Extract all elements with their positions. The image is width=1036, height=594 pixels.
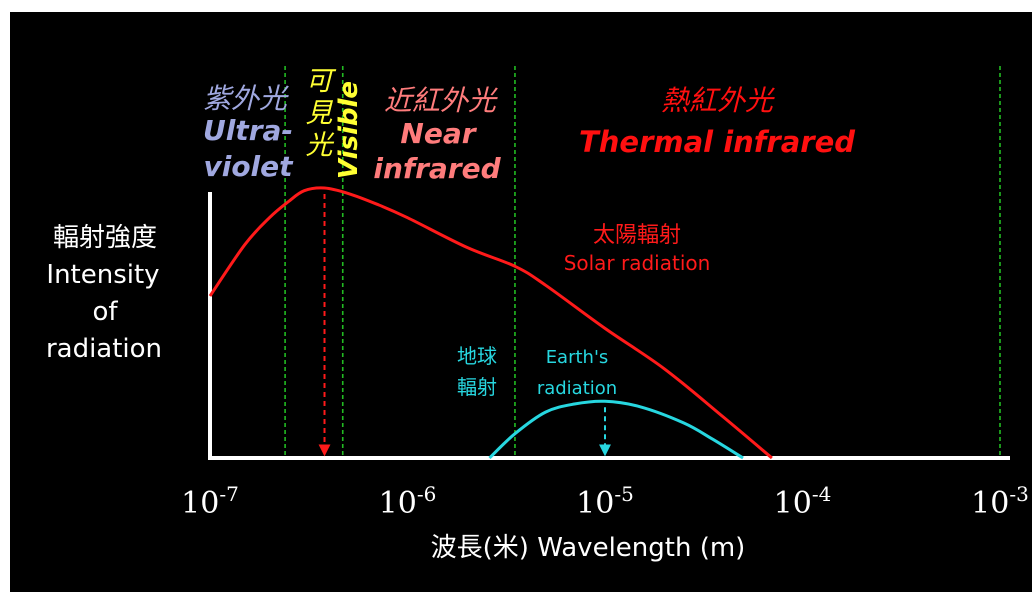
region-label-en: Thermal infrared [579, 125, 855, 159]
y-axis-label: 輻射強度 Intensity of radiation [46, 223, 162, 364]
region-label-en: Ultra- [203, 114, 293, 147]
region-label-en: Near [400, 117, 477, 150]
region-boundary-lines [284, 66, 1001, 458]
series-label-en: radiation [537, 378, 617, 399]
x-tick-label: 10-7 [181, 482, 239, 521]
region-visible: 可見光 Visible [306, 66, 365, 179]
x-tick-label: 10-6 [379, 482, 437, 521]
y-label-line: of [92, 297, 118, 327]
x-tick-label: 10-5 [576, 482, 634, 521]
x-tick-label: 10-4 [774, 482, 832, 521]
x-axis-label: 波長(米) Wavelength (m) [431, 533, 746, 563]
region-label-en: violet [203, 150, 294, 183]
chart-panel [10, 12, 1032, 592]
region-label-zh: 近紅外光 [384, 84, 498, 117]
series-label-en: Earth's [546, 347, 609, 368]
region-ultraviolet: 紫外光 Ultra- violet [203, 82, 294, 183]
y-label-line: 輻射強度 [53, 223, 157, 253]
y-label-line: radiation [46, 334, 162, 364]
series-label-zh: 太陽輻射 [593, 223, 681, 248]
series-label-en: Solar radiation [564, 251, 711, 275]
region-label-zh: 紫外光 [203, 82, 289, 115]
region-label-en: infrared [373, 152, 501, 185]
solar-radiation-label: 太陽輻射 Solar radiation [564, 223, 711, 275]
earth-radiation-label: 地球 輻射 Earth's radiation [457, 344, 617, 399]
solar-radiation-curve [208, 186, 773, 460]
earth-radiation-curve [488, 399, 744, 460]
region-thermal-infrared: 熱紅外光 Thermal infrared [579, 84, 855, 159]
y-label-line: Intensity [46, 260, 159, 290]
series-label-zh: 輻射 [457, 375, 497, 399]
region-label-en: Visible [334, 81, 364, 179]
region-label-zh: 可見光 [306, 66, 337, 161]
region-near-infrared: 近紅外光 Near infrared [373, 84, 501, 185]
region-label-zh: 熱紅外光 [661, 84, 775, 117]
series-label-zh: 地球 [457, 344, 497, 368]
x-tick-label: 10-3 [971, 482, 1029, 521]
